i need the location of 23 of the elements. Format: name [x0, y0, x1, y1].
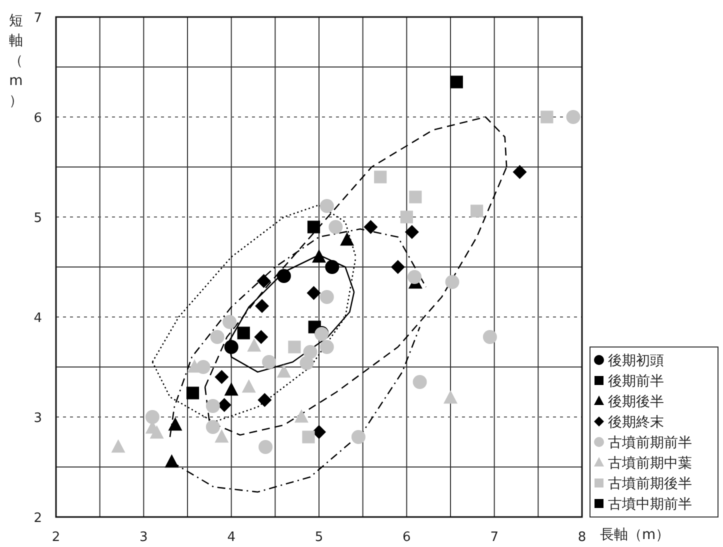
y-tick-label: 7 — [34, 11, 42, 26]
legend-label: 古墳前期前半 — [608, 435, 692, 451]
x-tick-label: 3 — [140, 530, 148, 545]
y-tick-label: 3 — [34, 411, 42, 426]
x-tick-label: 5 — [314, 530, 324, 545]
x-tick-label: 2 — [52, 530, 60, 545]
legend-label: 古墳中期前半 — [608, 496, 692, 512]
y-axis-title: 短軸（m） — [9, 13, 23, 109]
y-tick-label: 6 — [34, 111, 42, 126]
legend-label: 後期前半 — [608, 374, 664, 390]
legend-label: 後期終末 — [608, 414, 664, 430]
y-tick-label: 2 — [34, 511, 42, 526]
x-tick-label: 6 — [402, 530, 411, 545]
x-axis-title: 長軸（m） — [600, 527, 670, 543]
x-tick-label: 4 — [227, 530, 236, 545]
legend-label: 古墳前期後半 — [608, 476, 692, 492]
x-tick-label: 7 — [490, 530, 498, 545]
legend-label: 後期初頭 — [608, 353, 664, 369]
y-tick-label: 5 — [34, 211, 42, 226]
legend-label: 古墳前期中葉 — [608, 456, 692, 472]
x-tick-label: 8 — [578, 530, 586, 545]
y-tick-label: 4 — [34, 311, 42, 326]
legend-label: 後期後半 — [608, 394, 664, 410]
